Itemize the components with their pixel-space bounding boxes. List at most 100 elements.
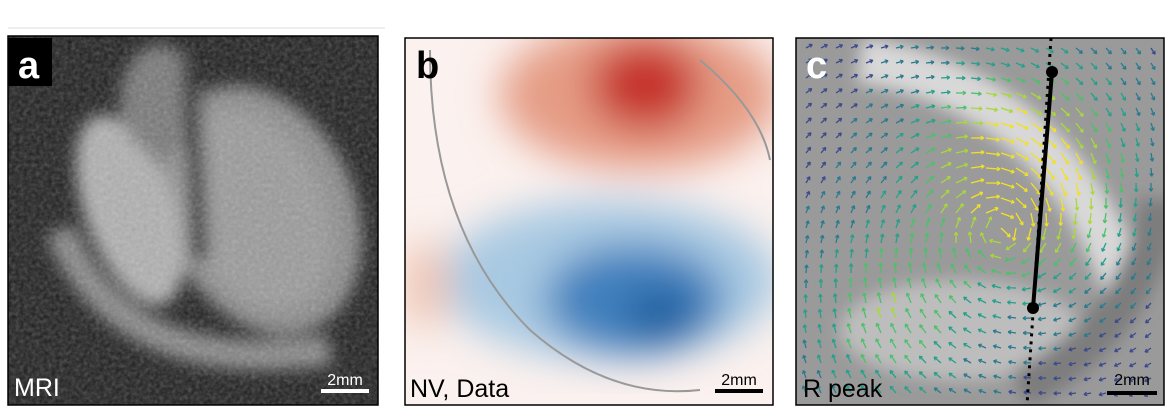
arrow <box>1074 212 1077 225</box>
arrow <box>1053 377 1062 380</box>
arrow <box>880 204 886 214</box>
arrow-head <box>889 385 894 390</box>
arrow <box>1090 62 1098 70</box>
arrow-head <box>851 205 856 210</box>
arrow-head <box>1038 360 1042 366</box>
arrow <box>948 372 957 379</box>
arrow-head <box>1129 363 1134 368</box>
arrow <box>805 235 809 244</box>
arrow <box>1075 197 1078 211</box>
arrow-head <box>894 233 900 238</box>
arrow <box>1102 227 1107 238</box>
arrow-head <box>948 341 953 346</box>
arrow-head <box>831 385 836 390</box>
arrow-head <box>1089 206 1094 210</box>
arrow <box>1099 317 1107 323</box>
arrow <box>1075 122 1084 133</box>
arrow <box>847 323 852 334</box>
arrow-head <box>833 263 839 268</box>
arrow-head <box>1008 374 1013 380</box>
arrow <box>880 103 889 109</box>
arrow <box>850 103 858 109</box>
arrow <box>1132 242 1137 251</box>
arrow-head <box>992 314 997 319</box>
arrow <box>820 132 827 139</box>
arrow <box>865 44 874 49</box>
arrow <box>865 74 874 79</box>
arrow <box>1105 152 1111 164</box>
arrow <box>1120 62 1127 70</box>
arrow <box>1105 47 1112 55</box>
arrow <box>1008 390 1017 394</box>
arrow-head <box>947 162 952 167</box>
arrow-head <box>1051 111 1057 116</box>
arrow-head <box>963 280 968 285</box>
arrow <box>919 324 927 334</box>
arrow-head <box>978 106 983 111</box>
arrow-head <box>931 104 936 109</box>
arrow-head <box>889 338 894 343</box>
arrow <box>1120 47 1127 55</box>
arrow <box>1021 257 1032 265</box>
arrow-head <box>821 176 826 181</box>
arrow <box>1150 62 1156 70</box>
arrow-head <box>1037 316 1042 322</box>
arrow <box>875 338 882 349</box>
arrow <box>910 60 919 64</box>
arrow <box>1144 362 1152 368</box>
arrow <box>977 282 987 289</box>
arrow-head <box>895 218 901 223</box>
arrow <box>1099 302 1107 309</box>
arrow <box>955 149 969 154</box>
arrow-head <box>1119 174 1125 179</box>
arrow-head <box>1128 377 1134 383</box>
arrow <box>850 44 858 49</box>
arrow-head <box>945 189 950 194</box>
arrow-head <box>882 175 887 181</box>
arrow <box>1008 360 1017 364</box>
arrow <box>895 118 904 124</box>
arrow-head <box>868 118 873 123</box>
arrow-head <box>899 74 904 79</box>
arrow-head <box>1038 346 1042 351</box>
arrow-head <box>1053 346 1058 352</box>
arrow-head <box>831 354 836 359</box>
arrow-head <box>864 233 870 238</box>
arrow-head <box>1132 218 1138 222</box>
arrow-head <box>1146 261 1151 266</box>
arrow-head <box>1035 48 1040 53</box>
arrow-head <box>1107 112 1112 117</box>
arrow-head <box>891 292 896 297</box>
arrow <box>925 46 934 49</box>
arrow <box>970 47 980 50</box>
arrow <box>1100 272 1107 280</box>
arrow-head <box>1148 188 1154 192</box>
arrow-head <box>963 342 968 347</box>
arrow-head <box>838 58 843 63</box>
arrow <box>895 218 900 229</box>
arrow-head <box>1098 362 1103 367</box>
arrow-head <box>848 263 854 267</box>
arrow-head <box>1119 189 1124 194</box>
arrow <box>925 147 936 154</box>
arrow-head <box>831 338 837 343</box>
arrow <box>985 216 992 229</box>
arrow <box>1150 122 1155 131</box>
arrow <box>1130 287 1137 295</box>
arrow-head <box>860 369 865 374</box>
arrow-head <box>1145 319 1150 324</box>
arrow <box>1099 347 1107 352</box>
arrow <box>820 205 825 214</box>
arrow <box>861 338 867 349</box>
arrow-head <box>801 370 807 375</box>
arrow <box>895 104 904 109</box>
arrow-head <box>992 77 997 82</box>
arrow-head <box>802 309 808 313</box>
arrow <box>846 385 852 394</box>
arrow <box>1114 332 1122 338</box>
arrow <box>970 151 985 154</box>
arrow <box>1060 197 1065 212</box>
arrow <box>910 175 919 184</box>
arrow-head <box>933 356 938 361</box>
